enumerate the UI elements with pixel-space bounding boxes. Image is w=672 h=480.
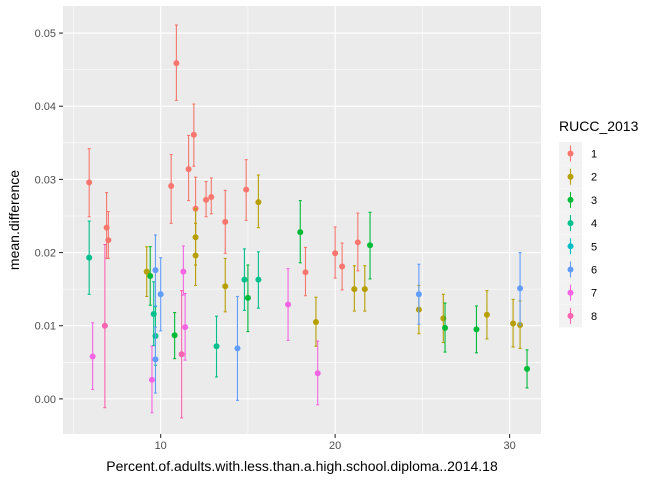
data-point [351, 286, 358, 293]
series-3 [147, 200, 531, 389]
data-point [367, 242, 374, 249]
legend-key-point [567, 243, 574, 250]
data-point [222, 283, 229, 290]
legend-label: 2 [591, 172, 597, 184]
data-point [182, 324, 189, 331]
data-point [86, 179, 93, 186]
minor-gridlines [63, 6, 541, 434]
legend-key-point [567, 289, 574, 296]
data-point [302, 269, 309, 276]
data-point [213, 343, 220, 350]
data-point [168, 182, 175, 189]
legend-item-1: 1 [559, 142, 597, 165]
error-bar [106, 211, 110, 259]
data-layer [86, 24, 531, 419]
data-point [244, 294, 251, 301]
data-point [285, 301, 292, 308]
data-point [510, 320, 517, 327]
legend-key-point [567, 173, 574, 180]
data-point [86, 254, 93, 261]
data-point [101, 322, 108, 329]
y-tick-label: 0.02 [35, 248, 56, 260]
y-axis-title: mean.difference [6, 170, 22, 270]
data-point [241, 276, 248, 283]
legend-label: 3 [591, 195, 597, 207]
y-tick-label: 0.03 [35, 174, 56, 186]
data-point [192, 252, 199, 259]
data-point [222, 218, 229, 225]
y-tick-label: 0.00 [35, 394, 56, 406]
legend-item-4: 4 [559, 211, 597, 235]
major-gridlines [63, 6, 541, 434]
legend-item-3: 3 [559, 188, 597, 212]
legend-label: 5 [591, 241, 597, 253]
y-tick-label: 0.04 [35, 101, 56, 113]
data-point [339, 263, 346, 270]
data-point [442, 324, 449, 331]
data-point [147, 272, 154, 279]
x-axis-ticks: 10 20 30 [155, 434, 516, 452]
data-point [312, 319, 319, 326]
data-point [208, 193, 215, 200]
legend-key-point [567, 196, 574, 203]
data-point [203, 196, 210, 203]
legend-label: 4 [591, 218, 597, 230]
legend-item-7: 7 [559, 281, 597, 305]
data-point [171, 332, 178, 339]
data-point [148, 376, 155, 383]
legend-item-5: 5 [559, 234, 597, 258]
data-point [473, 326, 480, 333]
x-tick-label: 30 [503, 440, 515, 452]
data-point [255, 276, 262, 283]
data-point [105, 237, 112, 244]
data-point [255, 199, 262, 206]
y-tick-label: 0.01 [35, 321, 56, 333]
data-point [185, 166, 192, 173]
data-point [517, 285, 524, 292]
series-7 [89, 245, 321, 414]
legend-item-6: 6 [559, 258, 597, 281]
data-point [152, 356, 159, 363]
data-point [152, 267, 159, 274]
data-point [157, 291, 164, 298]
y-tick-label: 0.05 [35, 28, 56, 40]
plot-panel [63, 6, 541, 434]
data-point [89, 353, 96, 360]
legend-item-8: 8 [559, 304, 597, 328]
legend-key-point [567, 266, 574, 273]
data-point [314, 370, 321, 377]
data-point [143, 268, 150, 275]
legend-key-point [567, 312, 574, 319]
data-point [354, 239, 361, 246]
data-point [190, 131, 197, 138]
legend-key-point [567, 220, 574, 227]
data-point [361, 286, 368, 293]
data-point [524, 365, 531, 372]
data-point [483, 311, 490, 318]
legend-label: 6 [591, 265, 597, 277]
legend-label: 1 [591, 149, 597, 161]
y-axis-ticks: 0.00 0.01 0.02 0.03 0.04 0.05 [35, 28, 63, 406]
data-point [332, 250, 339, 257]
data-point [297, 229, 304, 236]
x-tick-label: 20 [329, 440, 341, 452]
data-point [178, 351, 185, 358]
data-point [415, 291, 422, 298]
data-point [173, 60, 180, 67]
data-point [243, 186, 250, 193]
data-point [234, 345, 241, 352]
data-point [180, 268, 187, 275]
x-axis-title: Percent.of.adults.with.less.than.a.high.… [106, 458, 498, 474]
legend-items: 1 2 3 4 5 6 7 8 [559, 142, 597, 328]
legend-label: 8 [591, 311, 597, 323]
legend-label: 7 [591, 288, 597, 300]
series-8 [101, 243, 185, 419]
x-tick-label: 10 [155, 440, 167, 452]
legend: RUCC_2013 1 2 3 4 5 6 7 8 [559, 118, 639, 328]
legend-title: RUCC_2013 [559, 118, 639, 134]
legend-key-point [567, 150, 574, 157]
series-6 [152, 234, 524, 401]
legend-item-2: 2 [559, 165, 597, 189]
